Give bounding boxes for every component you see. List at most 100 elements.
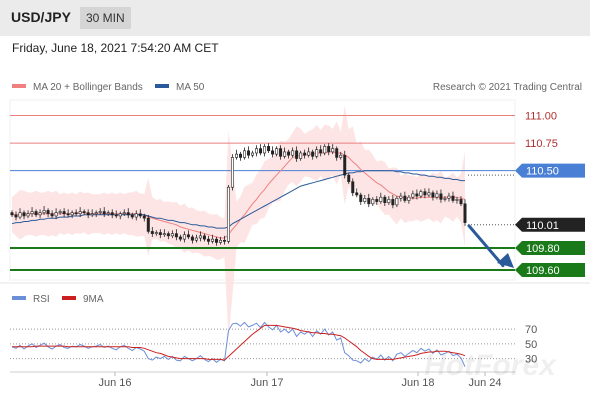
candle-body	[182, 234, 186, 240]
x-axis: Jun 16 Jun 17 Jun 18 Jun 24	[98, 372, 502, 389]
candle-body	[134, 213, 138, 218]
candle-body	[291, 150, 295, 156]
candle-body	[403, 195, 407, 201]
ma9-line	[12, 324, 466, 361]
rsi-tick-label: 30	[525, 354, 537, 366]
candle-body	[439, 193, 443, 200]
candle-body	[255, 148, 259, 154]
candle-body	[18, 212, 22, 218]
level-tag-109.80	[515, 240, 585, 255]
timeframe-button[interactable]: 30 MIN	[80, 7, 131, 29]
forecast-arrow-shaft	[467, 224, 505, 268]
candle-body	[22, 212, 26, 217]
candle-body	[463, 203, 467, 223]
candle-body	[283, 151, 287, 157]
candle-body	[359, 194, 363, 202]
candle-body	[451, 195, 455, 201]
chart-legend: MA 20 + Bollinger Bands MA 50 Research ©…	[12, 82, 582, 93]
candle-body	[170, 233, 174, 237]
candle-body	[419, 191, 423, 197]
candle-body	[190, 236, 194, 241]
candle-body	[154, 232, 158, 234]
level-tag-110.01	[515, 217, 585, 232]
candle-body	[335, 148, 339, 158]
x-tick-label: Jun 24	[468, 377, 501, 389]
candle-body	[82, 211, 86, 213]
candle-body	[34, 211, 38, 216]
ma20-legend-swatch	[12, 84, 26, 88]
candle-body	[455, 199, 459, 201]
candle-body	[118, 213, 122, 217]
candle-body	[411, 193, 415, 198]
candle-body	[130, 214, 134, 218]
candle-body	[423, 191, 427, 196]
candle-body	[222, 239, 226, 242]
candle-body	[343, 154, 347, 176]
rsi-legend: RSI 9MA	[12, 294, 104, 305]
candle-body	[235, 153, 238, 158]
level-tag-110.50	[515, 163, 585, 178]
candle-body	[347, 174, 351, 183]
candle-body	[94, 212, 98, 215]
candle-body	[138, 213, 142, 217]
watermark-logo: HotForex	[424, 349, 557, 382]
candle-body	[275, 148, 279, 155]
candle-body	[407, 196, 411, 201]
candle-body	[251, 152, 255, 156]
candle-body	[427, 192, 431, 196]
candle-body	[315, 149, 319, 157]
candle-body	[14, 214, 18, 218]
rsi-legend-swatch	[12, 296, 26, 300]
candle-body	[30, 211, 34, 215]
candle-body	[162, 233, 166, 236]
candle-body	[70, 212, 74, 216]
x-tick-label: Jun 16	[98, 377, 131, 389]
candle-body	[327, 146, 331, 153]
candle-body	[459, 199, 463, 205]
candle-body	[106, 212, 110, 215]
candle-body	[303, 152, 307, 156]
level-label-110.75: 110.75	[525, 138, 558, 150]
x-tick-label: Jun 18	[401, 377, 434, 389]
candle-body	[186, 234, 190, 238]
level-labels: 111.00 110.75 110.50 110.01 109.80 109.60	[515, 110, 585, 278]
candle-body	[198, 235, 202, 239]
level-label-111.00: 111.00	[525, 110, 557, 122]
level-tag-109.60	[515, 263, 585, 278]
candle-body	[339, 154, 343, 158]
candle-body	[210, 238, 214, 242]
candle-body	[279, 148, 283, 157]
rsi-panel: 70 50 30	[10, 321, 537, 367]
candlesticks	[10, 143, 467, 246]
candle-body	[371, 199, 375, 205]
candle-body	[323, 146, 327, 154]
candle-body	[415, 193, 419, 197]
candle-body	[399, 195, 403, 199]
candle-body	[98, 211, 102, 213]
candle-body	[166, 233, 170, 237]
symbol-title: USD/JPY	[11, 9, 71, 25]
candle-body	[146, 217, 150, 232]
candle-body	[431, 192, 435, 198]
level-label-110.01: 110.01	[526, 220, 559, 232]
price-levels	[10, 114, 515, 272]
rsi-tick-label: 50	[525, 339, 537, 351]
candle-body	[226, 186, 230, 242]
candle-body	[287, 151, 291, 156]
candle-body	[295, 150, 299, 159]
x-tick-label: Jun 17	[250, 377, 283, 389]
candle-body	[202, 235, 206, 240]
candle-body	[158, 232, 162, 236]
candle-body	[391, 199, 395, 206]
candle-body	[387, 199, 391, 203]
candle-body	[150, 231, 154, 234]
candle-body	[443, 197, 447, 200]
candle-body	[239, 153, 242, 158]
forecast-arrow-head	[497, 253, 514, 268]
copyright-text: Research © 2021 Trading Central	[433, 82, 582, 93]
candle-body	[299, 152, 303, 159]
candle-body	[351, 181, 355, 194]
ma9-legend-swatch	[62, 296, 76, 300]
candle-body	[102, 211, 106, 215]
